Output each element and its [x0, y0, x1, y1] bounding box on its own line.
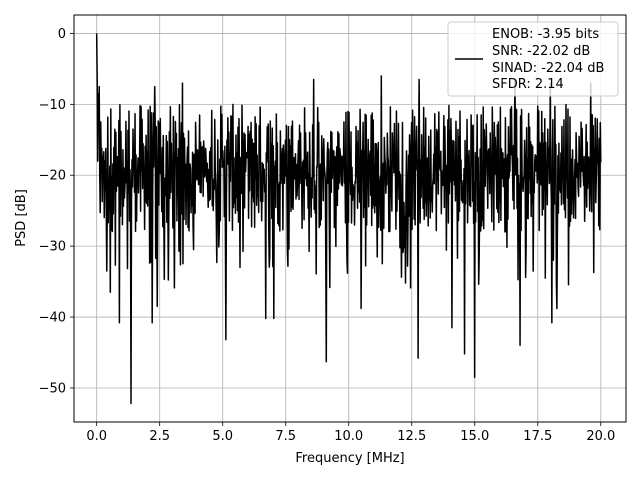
- legend-text-sfdr: SFDR: 2.14: [492, 77, 564, 92]
- y-tick-label: 0: [58, 27, 66, 42]
- ticks: 0.0 2.5 5.0 7.5 10.0 12.5 15.0 17.5 20.0 0 −10 −20 −…: [39, 27, 616, 444]
- y-tick-label: −30: [39, 240, 66, 255]
- x-tick-label: 10.0: [334, 429, 363, 444]
- psd-series-line: [95, 33, 602, 405]
- x-axis-label: Frequency [MHz]: [295, 451, 404, 466]
- y-axis-label: PSD [dB]: [14, 189, 29, 247]
- x-tick-label: 0.0: [86, 429, 107, 444]
- y-tick-label: −20: [39, 169, 66, 184]
- legend-box: [447, 21, 619, 97]
- y-tick-label: −50: [39, 381, 66, 396]
- legend: ENOB: -3.95 bits SNR: -22.02 dB SINAD: -…: [447, 21, 619, 97]
- x-tick-label: 2.5: [149, 429, 170, 444]
- x-tick-label: 5.0: [212, 429, 233, 444]
- y-tick-label: −40: [39, 311, 66, 326]
- axes-frame: [73, 14, 627, 423]
- legend-text-enob: ENOB: -3.95 bits: [492, 27, 599, 42]
- x-tick-label: 17.5: [523, 429, 552, 444]
- legend-text-sinad: SINAD: -22.04 dB: [492, 61, 604, 76]
- x-tick-label: 20.0: [586, 429, 615, 444]
- legend-text-snr: SNR: -22.02 dB: [492, 44, 590, 59]
- x-tick-label: 12.5: [397, 429, 426, 444]
- x-tick-label: 7.5: [275, 429, 296, 444]
- data-layer: [95, 33, 602, 405]
- x-tick-label: 15.0: [460, 429, 489, 444]
- y-tick-label: −10: [39, 98, 66, 113]
